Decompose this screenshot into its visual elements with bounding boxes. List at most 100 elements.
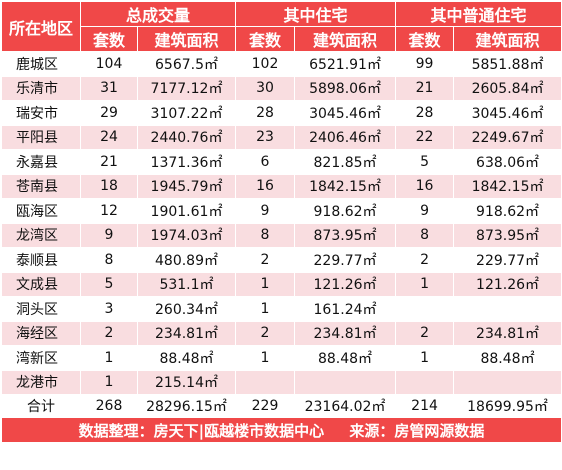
ordinary-units-cell: 22	[395, 124, 455, 150]
residential-units-cell: 2	[235, 320, 296, 346]
table-row: 鹿城区 104 6567.5㎡ 102 6521.91㎡ 99 5851.88㎡	[1, 51, 562, 77]
residential-area-cell: 3045.46㎡	[294, 100, 397, 126]
ordinary-area-cell: 1842.15㎡	[453, 173, 562, 199]
transaction-table: 所在地区 总成交量 其中住宅 其中普通住宅 套数 建筑面积 套数 建筑面积 套数…	[0, 1, 562, 443]
total-area-cell: 7177.12㎡	[136, 75, 237, 101]
ordinary-area-cell: 918.62㎡	[453, 198, 562, 224]
table-row: 瑞安市 29 3107.22㎡ 28 3045.46㎡ 28 3045.46㎡	[1, 100, 562, 126]
residential-units-cell: 30	[235, 75, 296, 101]
ordinary-area-cell	[453, 296, 562, 322]
total-units-cell: 18	[80, 173, 138, 199]
ordinary-units-cell: 28	[395, 100, 455, 126]
ordinary-units-cell: 2	[395, 247, 455, 273]
district-cell: 乐清市	[1, 75, 81, 101]
table-row: 洞头区 3 260.34㎡ 1 161.24㎡	[1, 296, 562, 322]
total-area-cell: 1901.61㎡	[136, 198, 237, 224]
residential-area-cell: 821.85㎡	[294, 149, 397, 175]
area-column-header: 建筑面积	[294, 26, 397, 52]
total-area-cell: 2440.76㎡	[136, 124, 237, 150]
ordinary-area-cell: 88.48㎡	[453, 345, 562, 371]
total-units-cell: 1	[80, 369, 138, 395]
residential-units-cell: 1	[235, 296, 296, 322]
district-cell: 海经区	[1, 320, 81, 346]
total-area-cell: 1974.03㎡	[136, 222, 237, 248]
table-row: 湾新区 1 88.48㎡ 1 88.48㎡ 1 88.48㎡	[1, 345, 562, 371]
residential-area-cell: 161.24㎡	[294, 296, 397, 322]
residential-units-cell: 6	[235, 149, 296, 175]
compiler-credit: 数据整理：房天下|瓯越楼市数据中心	[78, 421, 325, 440]
total-area-cell: 480.89㎡	[136, 247, 237, 273]
units-column-header: 套数	[80, 26, 138, 52]
total-ordinary-units: 214	[395, 394, 455, 418]
residential-units-cell: 8	[235, 222, 296, 248]
footer-row: 数据整理：房天下|瓯越楼市数据中心 来源：房管网源数据	[0, 417, 562, 443]
district-cell: 瓯海区	[1, 198, 81, 224]
residential-units-cell: 2	[235, 247, 296, 273]
ordinary-area-cell: 2605.84㎡	[453, 75, 562, 101]
total-area: 28296.15㎡	[136, 394, 237, 418]
units-column-header: 套数	[395, 26, 455, 52]
table-row: 乐清市 31 7177.12㎡ 30 5898.06㎡ 21 2605.84㎡	[1, 75, 562, 101]
total-area-cell: 260.34㎡	[136, 296, 237, 322]
total-units-cell: 5	[80, 271, 138, 297]
total-area-cell: 215.14㎡	[136, 369, 237, 395]
table-row: 瓯海区 12 1901.61㎡ 9 918.62㎡ 9 918.62㎡	[1, 198, 562, 224]
ordinary-area-cell: 873.95㎡	[453, 222, 562, 248]
district-cell: 洞头区	[1, 296, 81, 322]
table-row: 泰顺县 8 480.89㎡ 2 229.77㎡ 2 229.77㎡	[1, 247, 562, 273]
district-cell: 永嘉县	[1, 149, 81, 175]
ordinary-area-cell: 121.26㎡	[453, 271, 562, 297]
district-cell: 龙港市	[1, 369, 81, 395]
total-units-cell: 104	[80, 51, 138, 77]
residential-area-cell: 229.77㎡	[294, 247, 397, 273]
district-cell: 苍南县	[1, 173, 81, 199]
data-source: 来源：房管网源数据	[349, 421, 485, 440]
residential-area-cell: 88.48㎡	[294, 345, 397, 371]
total-units-cell: 29	[80, 100, 138, 126]
total-units-cell: 21	[80, 149, 138, 175]
residential-units-cell: 1	[235, 271, 296, 297]
total-residential-area: 23164.02㎡	[294, 394, 397, 418]
ordinary-units-cell: 2	[395, 320, 455, 346]
residential-area-cell: 1842.15㎡	[294, 173, 397, 199]
total-area-cell: 3107.22㎡	[136, 100, 237, 126]
ordinary-residential-header: 其中普通住宅	[395, 1, 562, 27]
table-row: 平阳县 24 2440.76㎡ 23 2406.46㎡ 22 2249.67㎡	[1, 124, 562, 150]
district-header: 所在地区	[1, 1, 81, 52]
residential-header: 其中住宅	[235, 1, 397, 27]
district-cell: 鹿城区	[1, 51, 81, 77]
ordinary-area-cell: 2249.67㎡	[453, 124, 562, 150]
table-row: 龙湾区 9 1974.03㎡ 8 873.95㎡ 8 873.95㎡	[1, 222, 562, 248]
residential-units-cell: 102	[235, 51, 296, 77]
header-row-groups: 所在地区 总成交量 其中住宅 其中普通住宅	[1, 1, 562, 52]
total-area-cell: 234.81㎡	[136, 320, 237, 346]
total-area-cell: 531.1㎡	[136, 271, 237, 297]
residential-units-cell: 23	[235, 124, 296, 150]
source-footer: 数据整理：房天下|瓯越楼市数据中心 来源：房管网源数据	[0, 417, 562, 443]
table-row: 永嘉县 21 1371.36㎡ 6 821.85㎡ 5 638.06㎡	[1, 149, 562, 175]
residential-units-cell: 1	[235, 345, 296, 371]
ordinary-units-cell: 8	[395, 222, 455, 248]
residential-units-cell: 28	[235, 100, 296, 126]
residential-units-cell: 16	[235, 173, 296, 199]
table-row: 文成县 5 531.1㎡ 1 121.26㎡ 1 121.26㎡	[1, 271, 562, 297]
district-cell: 龙湾区	[1, 222, 81, 248]
ordinary-units-cell: 5	[395, 149, 455, 175]
district-cell: 湾新区	[1, 345, 81, 371]
total-row: 合计 268 28296.15㎡ 229 23164.02㎡ 214 18699…	[1, 394, 562, 418]
ordinary-units-cell: 1	[395, 271, 455, 297]
residential-area-cell: 5898.06㎡	[294, 75, 397, 101]
total-area-cell: 1371.36㎡	[136, 149, 237, 175]
total-units: 268	[80, 394, 138, 418]
total-area-cell: 88.48㎡	[136, 345, 237, 371]
district-cell: 平阳县	[1, 124, 81, 150]
total-volume-header: 总成交量	[79, 1, 237, 27]
residential-area-cell: 6521.91㎡	[294, 51, 397, 77]
total-area-cell: 1945.79㎡	[136, 173, 237, 199]
residential-area-cell: 918.62㎡	[294, 198, 397, 224]
total-units-cell: 3	[80, 296, 138, 322]
total-area-cell: 6567.5㎡	[136, 51, 237, 77]
total-ordinary-area: 18699.95㎡	[453, 394, 562, 418]
residential-area-cell: 234.81㎡	[294, 320, 397, 346]
residential-area-cell: 121.26㎡	[294, 271, 397, 297]
